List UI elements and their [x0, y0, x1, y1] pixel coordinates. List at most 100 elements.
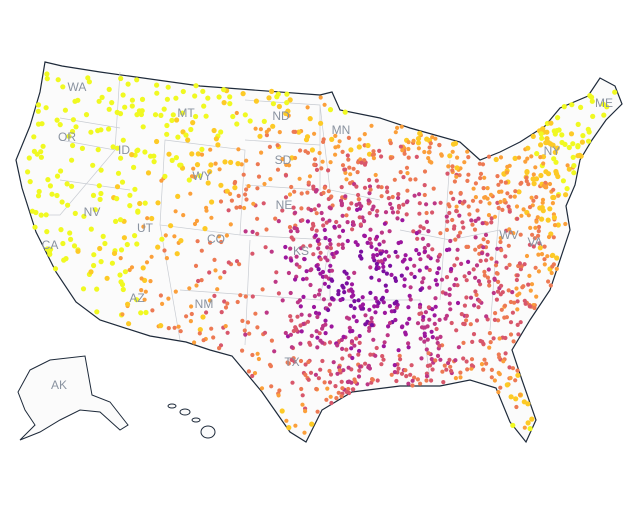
- dot: [174, 117, 180, 123]
- dot: [415, 236, 420, 241]
- dot: [453, 237, 458, 242]
- dot: [418, 287, 423, 292]
- dot: [575, 143, 581, 149]
- dot: [183, 132, 189, 138]
- dot: [390, 194, 395, 200]
- dot: [575, 121, 581, 127]
- dot: [173, 289, 178, 294]
- dot: [369, 123, 374, 128]
- dot: [471, 267, 476, 272]
- dot: [419, 356, 424, 361]
- dot: [554, 266, 559, 271]
- dot: [181, 213, 186, 218]
- dot: [298, 304, 303, 309]
- dot: [314, 211, 319, 216]
- dot: [546, 234, 552, 240]
- dot: [503, 254, 508, 259]
- dot: [134, 241, 140, 247]
- dot: [406, 140, 411, 145]
- dot: [508, 332, 514, 337]
- dot: [489, 256, 494, 261]
- dot: [382, 257, 387, 262]
- dot: [178, 238, 184, 244]
- dot: [323, 331, 328, 336]
- dot: [448, 364, 453, 369]
- dot: [531, 198, 536, 203]
- dot: [538, 172, 544, 179]
- dot: [115, 170, 122, 176]
- dot: [315, 238, 320, 244]
- state-label: KS: [293, 244, 309, 258]
- dot: [150, 308, 155, 313]
- dot: [550, 201, 556, 206]
- dot: [365, 142, 371, 149]
- dot: [73, 124, 79, 130]
- dot: [458, 230, 463, 235]
- dot: [255, 231, 260, 236]
- dot: [298, 358, 304, 364]
- dot: [464, 313, 469, 318]
- dot: [450, 149, 455, 154]
- dot: [316, 203, 321, 208]
- dot: [533, 265, 538, 270]
- dot: [329, 268, 335, 273]
- dot: [143, 309, 149, 316]
- dot: [268, 177, 273, 182]
- dot: [422, 169, 428, 174]
- dot: [192, 221, 198, 227]
- dot: [515, 273, 520, 278]
- dot: [189, 311, 194, 317]
- dot: [303, 362, 308, 367]
- dot: [404, 165, 410, 170]
- dot: [200, 88, 206, 94]
- dot: [522, 298, 527, 303]
- dot: [466, 172, 471, 177]
- dot: [550, 194, 556, 201]
- dot: [193, 83, 199, 89]
- dot: [259, 386, 265, 391]
- dot: [487, 345, 492, 350]
- dot: [384, 185, 390, 190]
- dot: [189, 151, 195, 157]
- dot: [238, 293, 243, 298]
- dot: [439, 277, 445, 282]
- dot: [447, 287, 452, 292]
- dot: [247, 118, 253, 124]
- dot: [444, 214, 449, 219]
- dot: [356, 144, 362, 150]
- dot: [188, 126, 194, 133]
- dot: [473, 195, 478, 200]
- dot: [343, 194, 348, 199]
- dot: [489, 375, 494, 380]
- dot: [553, 159, 559, 165]
- dot: [218, 182, 224, 188]
- dot: [164, 96, 170, 102]
- dot: [496, 390, 501, 395]
- dot: [158, 323, 164, 329]
- dot: [456, 234, 461, 239]
- dot: [443, 291, 448, 296]
- dot: [416, 251, 422, 256]
- dot: [453, 277, 459, 282]
- dot: [505, 191, 510, 196]
- dot: [350, 355, 355, 361]
- dot: [283, 173, 289, 178]
- dot: [127, 267, 132, 273]
- dot: [286, 425, 292, 431]
- dot: [445, 171, 450, 176]
- dot: [418, 257, 423, 262]
- dot: [250, 294, 255, 299]
- dot: [518, 320, 523, 325]
- dot: [247, 331, 252, 336]
- dot: [437, 343, 442, 348]
- dot: [359, 256, 364, 261]
- dot: [455, 155, 460, 160]
- dot: [498, 239, 503, 245]
- dot: [538, 155, 543, 160]
- dot: [408, 297, 413, 302]
- dot: [532, 236, 538, 241]
- dot: [195, 239, 200, 244]
- dot: [387, 229, 392, 234]
- dot: [538, 131, 544, 137]
- dot: [600, 101, 606, 107]
